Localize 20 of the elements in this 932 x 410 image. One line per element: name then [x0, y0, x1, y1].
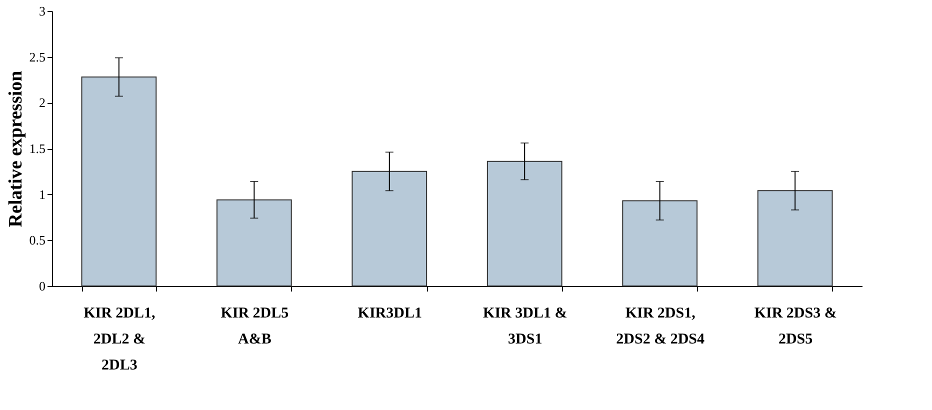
y-axis-title: Relative expression — [5, 70, 26, 228]
y-tick-label: 1.5 — [29, 141, 46, 156]
y-tick-label: 0 — [39, 278, 46, 294]
bar — [81, 76, 157, 286]
y-tick-label: 1 — [39, 186, 46, 202]
x-tick-label: KIR 2DS3 & 2DS5 — [754, 306, 837, 348]
y-tick-label: 2.5 — [29, 49, 46, 64]
x-tick-label: KIR 3DL1 & 3DS1 — [483, 306, 568, 348]
bar — [757, 190, 833, 286]
bar — [622, 200, 698, 286]
bar — [352, 170, 428, 286]
y-tick-label: 2 — [39, 95, 46, 110]
y-tick-label: 0.5 — [29, 232, 46, 248]
x-tick-label: KIR 2DL1, 2DL2 & 2DL3 — [84, 306, 156, 374]
x-tick-label: KIR 2DS1, 2DS2 & 2DS4 — [616, 306, 706, 348]
bar — [486, 160, 562, 286]
y-tick-label: 3 — [39, 4, 46, 18]
x-tick-label: KIR3DL1 — [358, 306, 422, 322]
bar — [216, 199, 292, 286]
x-tick-label: KIR 2DL5 A&B — [220, 306, 289, 348]
